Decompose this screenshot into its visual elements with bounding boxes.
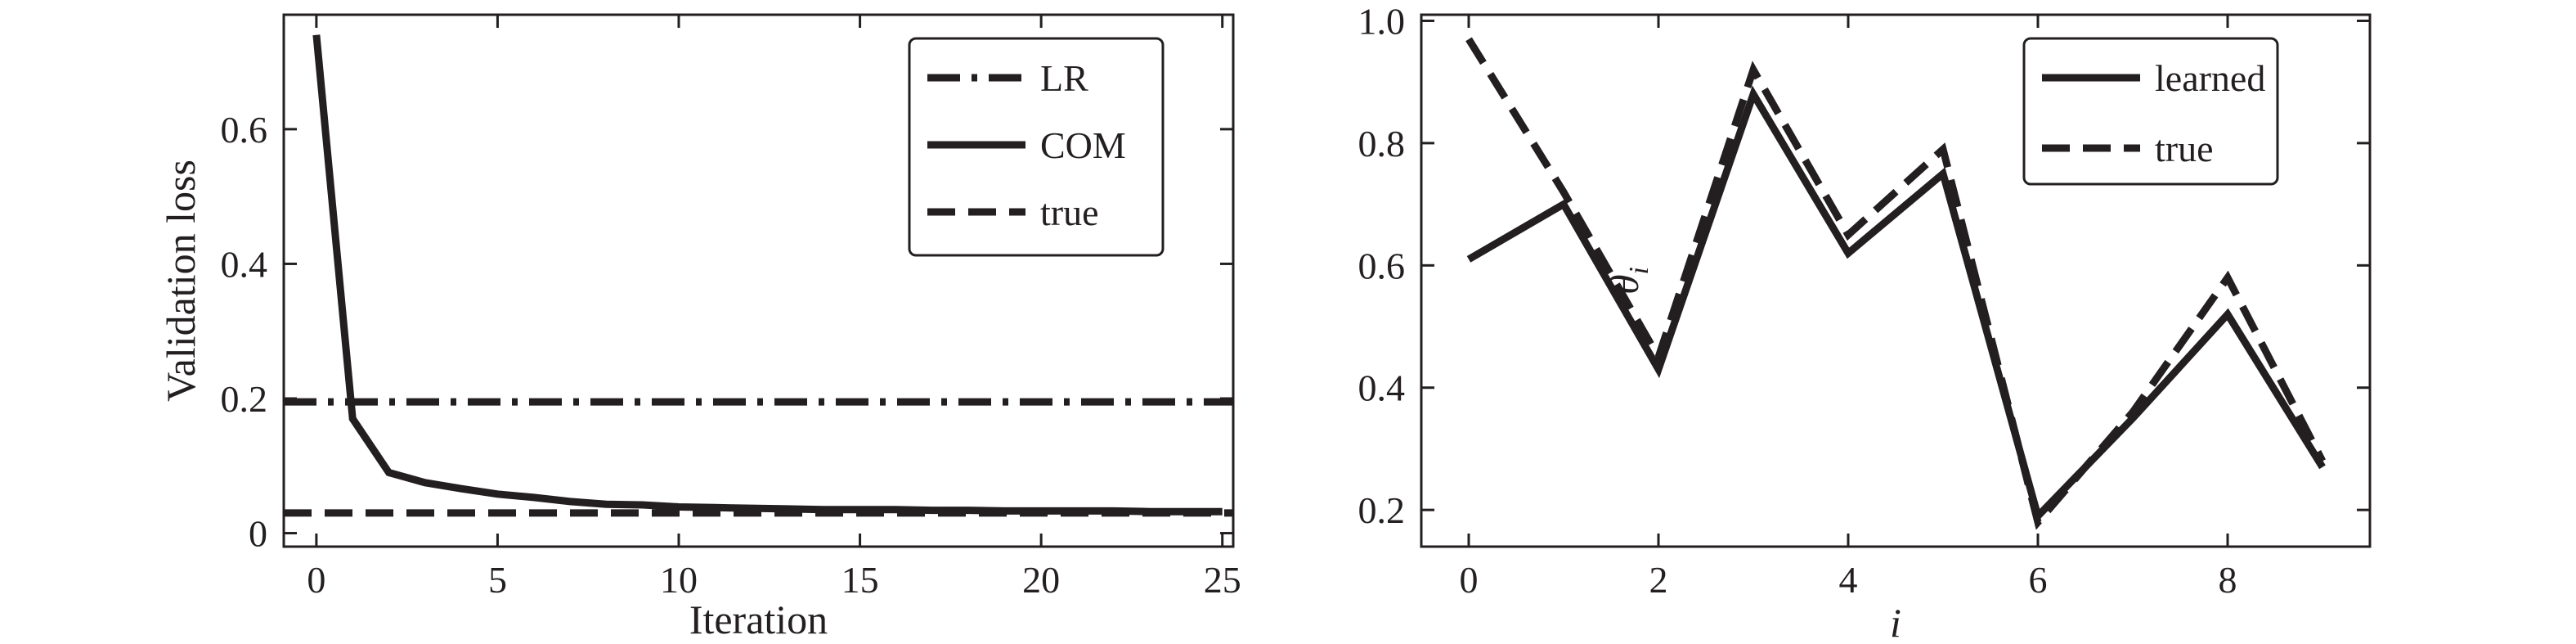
x-tick-label: 20	[1022, 559, 1060, 601]
plot-frame	[1420, 13, 2372, 548]
y-tick-label: 0	[249, 513, 267, 555]
y-axis-label: Validation loss	[158, 160, 204, 402]
series-group	[1465, 37, 2326, 530]
x-tick-label: 8	[2219, 559, 2237, 601]
y-tick-label: 1.0	[1358, 0, 1406, 42]
x-tick-label: 25	[1204, 559, 1241, 601]
plot-frame	[282, 13, 1235, 548]
series-line-learned	[1466, 85, 2326, 524]
legend-label-true: true	[2155, 128, 2214, 169]
legend-label-lr: LR	[1040, 57, 1088, 99]
x-tick-label: 6	[2029, 559, 2048, 601]
x-tick-label: 15	[841, 559, 879, 601]
legend-label-true: true	[1040, 191, 1099, 233]
y-tick-label: 0.8	[1358, 123, 1406, 164]
legend: LR COM true	[908, 37, 1165, 257]
x-axis-label: i	[1890, 600, 1901, 644]
x-tick-label: 10	[660, 559, 698, 601]
x-tick-label: 0	[307, 559, 325, 601]
legend-label-learned: learned	[2155, 57, 2265, 99]
y-tick-label: 0.6	[221, 109, 268, 151]
legend-box	[908, 37, 1165, 257]
x-tick-label: 5	[488, 559, 507, 601]
chart-1: 0 5 10 15 20 25 0 0.2 0.4 0.6 Iteration Validation …	[158, 13, 1241, 642]
legend: learned true	[2022, 37, 2279, 186]
x-tick-label: 2	[1649, 559, 1668, 601]
x-tick-label: 4	[1839, 559, 1858, 601]
series-group	[284, 34, 1233, 517]
x-axis-label: Iteration	[689, 597, 828, 642]
y-tick-label: 0.4	[221, 243, 268, 285]
y-axis-label-subscript: i	[1624, 267, 1654, 274]
x-tick-label: 0	[1460, 559, 1479, 601]
y-tick-label: 0.2	[1358, 489, 1406, 531]
y-tick-label: 0.6	[1358, 245, 1406, 286]
y-tick-label: 0.4	[1358, 367, 1406, 409]
y-tick-label: 0.2	[221, 378, 268, 420]
legend-label-com: COM	[1040, 124, 1126, 166]
series-line-true	[1465, 37, 2326, 530]
